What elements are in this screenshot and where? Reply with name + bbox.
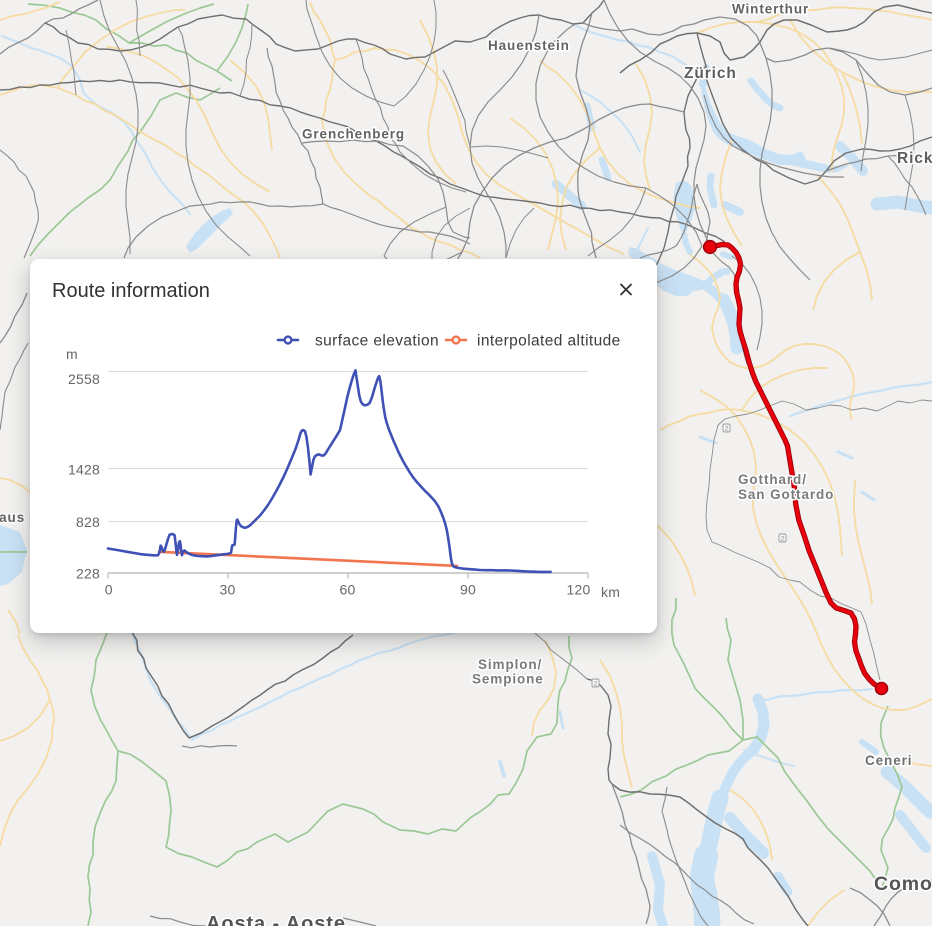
svg-text:828: 828 xyxy=(76,514,100,530)
svg-text:90: 90 xyxy=(460,582,476,598)
svg-text:Como: Como xyxy=(874,873,932,895)
svg-text:Simplon/: Simplon/ xyxy=(478,657,542,672)
svg-text:Grenchenberg: Grenchenberg xyxy=(302,127,405,142)
svg-text:San Gottardo: San Gottardo xyxy=(738,487,834,502)
svg-text:surface elevation: surface elevation xyxy=(315,333,439,350)
svg-text:Aosta - Aoste: Aosta - Aoste xyxy=(206,913,346,926)
svg-text:2558: 2558 xyxy=(68,371,100,387)
svg-text:haus: haus xyxy=(0,510,25,525)
svg-text:0: 0 xyxy=(105,582,113,598)
svg-text:m: m xyxy=(66,346,78,362)
svg-text:Ceneri: Ceneri xyxy=(865,753,912,768)
svg-text:Gotthard/: Gotthard/ xyxy=(738,472,807,487)
svg-text:1428: 1428 xyxy=(68,462,100,478)
svg-text:Sempione: Sempione xyxy=(472,672,544,687)
svg-text:30: 30 xyxy=(220,582,236,598)
svg-text:120: 120 xyxy=(567,582,591,598)
svg-text:interpolated altitude: interpolated altitude xyxy=(477,333,621,350)
svg-text:60: 60 xyxy=(340,582,356,598)
svg-text:Winterthur: Winterthur xyxy=(732,2,809,17)
svg-text:2: 2 xyxy=(781,536,785,543)
svg-text:228: 228 xyxy=(76,566,100,582)
svg-text:2: 2 xyxy=(725,426,729,433)
svg-text:Hauenstein: Hauenstein xyxy=(488,38,570,53)
svg-text:Rickenbach: Rickenbach xyxy=(897,150,932,167)
svg-text:Zürich: Zürich xyxy=(684,65,737,82)
svg-text:2: 2 xyxy=(594,681,598,688)
svg-text:km: km xyxy=(601,584,620,600)
